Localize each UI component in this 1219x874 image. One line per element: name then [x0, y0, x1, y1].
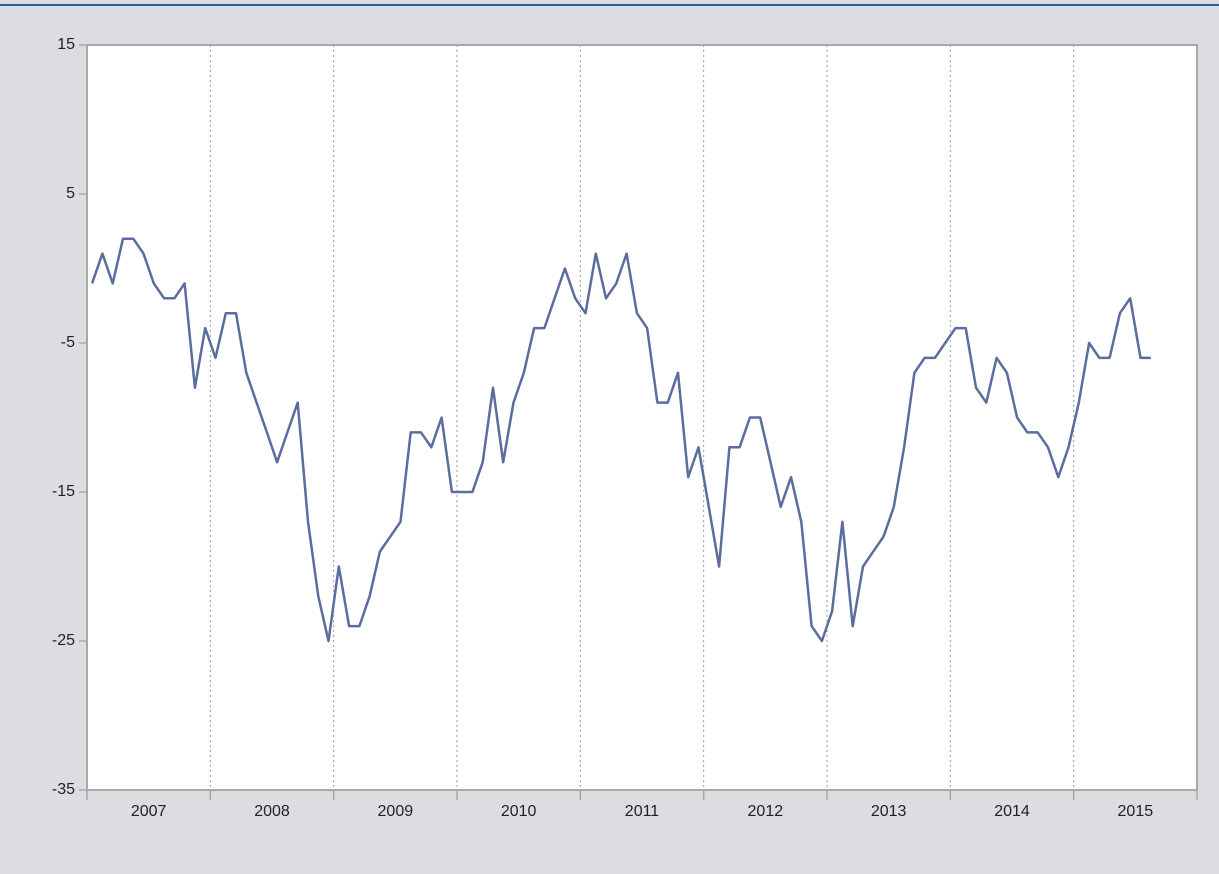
x-tick-label: 2014	[994, 803, 1030, 820]
x-tick-label: 2013	[871, 803, 907, 820]
y-tick-label: -5	[61, 334, 75, 351]
y-tick-label: 15	[57, 36, 75, 53]
y-tick-label: -35	[52, 781, 75, 798]
y-tick-label: 5	[66, 185, 75, 202]
plot-area	[86, 44, 1198, 791]
y-tick-label: -15	[52, 483, 75, 500]
x-tick-label: 2007	[131, 803, 167, 820]
x-tick-label: 2012	[748, 803, 784, 820]
x-tick-label: 2010	[501, 803, 537, 820]
line-series	[90, 237, 1151, 643]
x-tick-label: 2011	[625, 803, 660, 820]
x-tick-label: 2015	[1118, 803, 1154, 820]
x-tick-label: 2009	[378, 803, 414, 820]
y-tick-label: -25	[52, 632, 75, 649]
x-tick-label: 2008	[254, 803, 290, 820]
